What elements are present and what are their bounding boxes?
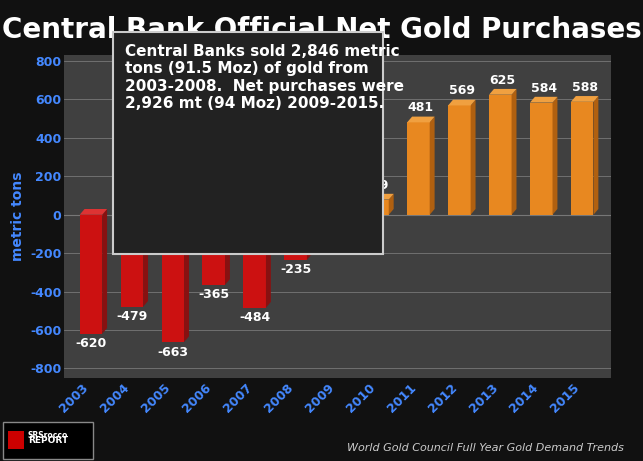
Text: REPORT: REPORT (28, 436, 68, 445)
Polygon shape (121, 209, 148, 215)
Text: -365: -365 (198, 288, 230, 301)
Text: 584: 584 (530, 82, 557, 95)
Polygon shape (489, 89, 516, 95)
Polygon shape (244, 209, 271, 215)
Polygon shape (348, 209, 353, 221)
Bar (325, 215, 348, 221)
Polygon shape (143, 209, 148, 307)
Polygon shape (203, 209, 230, 215)
Bar (571, 102, 593, 215)
Polygon shape (325, 209, 353, 215)
Polygon shape (184, 209, 189, 342)
Bar (80, 215, 102, 334)
Bar (448, 106, 471, 215)
Polygon shape (367, 194, 394, 200)
Text: -663: -663 (158, 346, 188, 359)
Polygon shape (102, 209, 107, 334)
Bar (244, 215, 266, 308)
Bar (161, 215, 184, 342)
Bar (530, 103, 552, 215)
Y-axis label: metric tons: metric tons (10, 172, 24, 261)
Polygon shape (284, 209, 312, 215)
Text: 79: 79 (371, 178, 388, 191)
Polygon shape (307, 209, 312, 260)
Text: -479: -479 (116, 310, 147, 323)
Polygon shape (161, 209, 189, 215)
Polygon shape (407, 117, 435, 122)
Polygon shape (571, 96, 599, 102)
Polygon shape (80, 209, 107, 215)
Polygon shape (389, 194, 394, 215)
Text: 481: 481 (408, 101, 434, 114)
Polygon shape (530, 97, 557, 103)
Text: 588: 588 (572, 81, 597, 94)
Polygon shape (593, 96, 599, 215)
Text: 569: 569 (449, 84, 475, 97)
Text: Central Banks sold 2,846 metric
tons (91.5 Moz) of gold from
2003-2008.  Net pur: Central Banks sold 2,846 metric tons (91… (125, 44, 404, 111)
Polygon shape (448, 100, 476, 106)
Polygon shape (512, 89, 516, 215)
Bar (203, 215, 225, 285)
Text: -34: -34 (325, 225, 348, 238)
Polygon shape (266, 209, 271, 308)
Bar (407, 122, 430, 215)
Polygon shape (225, 209, 230, 285)
Bar (489, 95, 512, 215)
Bar (121, 215, 143, 307)
Bar (367, 200, 389, 215)
Text: SRSrocco: SRSrocco (28, 431, 68, 440)
Polygon shape (471, 100, 476, 215)
Text: -484: -484 (239, 311, 270, 324)
Text: Central Bank Official Net Gold Purchases: Central Bank Official Net Gold Purchases (2, 16, 641, 44)
Text: World Gold Council Full Year Gold Demand Trends: World Gold Council Full Year Gold Demand… (347, 443, 624, 453)
Text: 625: 625 (490, 74, 516, 87)
Polygon shape (430, 117, 435, 215)
Polygon shape (552, 97, 557, 215)
Text: -235: -235 (280, 263, 311, 276)
Bar (284, 215, 307, 260)
Text: -620: -620 (75, 337, 107, 350)
